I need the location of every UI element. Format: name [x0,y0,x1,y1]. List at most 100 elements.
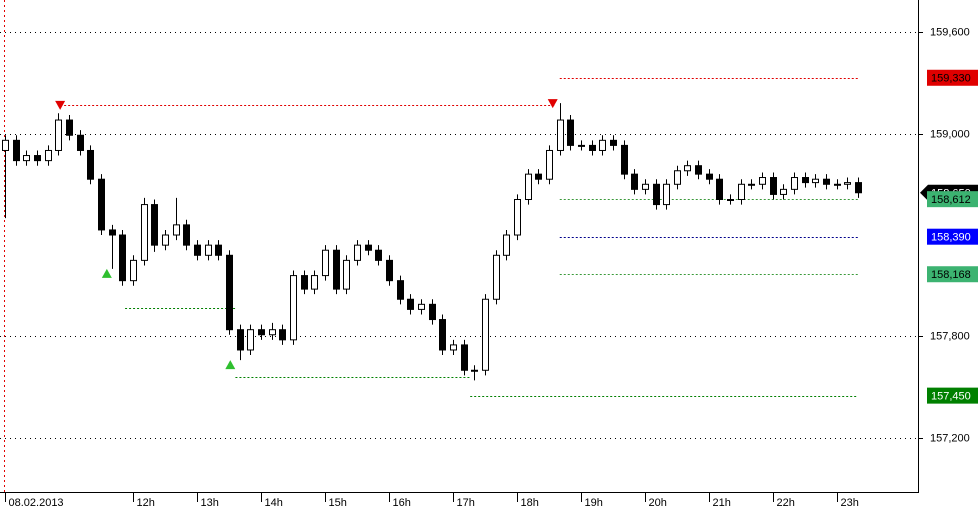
candle-body [578,144,585,147]
x-tick-label: 18h [521,497,539,509]
candle-body [98,178,105,231]
candle-body [205,244,212,256]
candle-body [439,319,446,351]
candle-body [514,199,521,236]
candle-body [738,183,745,201]
signal-arrow [55,100,66,110]
y-tick-label: 157,800 [930,330,970,342]
candle-body [546,149,553,180]
candle-body [311,275,318,290]
candle-body [77,134,84,151]
candle-body [695,165,702,175]
candle-body [354,244,361,261]
candle-body [119,234,126,282]
candle-body [450,344,457,351]
candle-body [716,178,723,201]
candle-body [791,177,798,190]
candle-body [493,254,500,300]
candle-body [55,119,62,151]
candle-body [855,182,862,194]
price-label: 159,330 [931,73,971,85]
candle-body [663,183,670,206]
candle-body [141,204,148,261]
candle-body [183,224,190,246]
candle-body [503,234,510,256]
signal-arrow [225,360,236,370]
price-label-box [927,69,978,86]
candle-body [2,139,9,151]
x-tick-label: 12h [137,497,155,509]
candle-body [631,173,638,190]
candle-body [589,144,596,151]
candle-body [290,275,297,341]
candle-body [727,199,734,202]
candle-body [66,119,73,136]
candle-body [461,344,468,371]
candle-body [173,224,180,236]
candle-body [87,149,94,180]
price-label-box [927,228,978,245]
candle-body [23,155,30,162]
candle-body [621,144,628,175]
candle-body [748,183,755,186]
price-label: 158,390 [931,232,971,244]
candle-body [834,183,841,186]
candle-body [429,303,436,321]
y-tick-label: 159,600 [930,26,970,38]
candle-body [258,329,265,336]
x-tick-label: 14h [265,497,283,509]
candle-body [418,303,425,310]
candle-body [844,182,851,185]
signal-arrow [547,99,558,109]
candle-body [706,173,713,180]
candle-body [237,329,244,351]
x-tick-label: 08.02.2013 [9,497,64,509]
y-tick-label: 159,000 [930,128,970,140]
candle-body [130,259,137,282]
x-tick-label: 19h [585,497,603,509]
candle-body [279,329,286,341]
candle-body [397,280,404,300]
candle-body [610,139,617,146]
candle-body [770,177,777,195]
price-label-box [927,266,978,283]
candle-body [535,173,542,180]
candle-body [599,139,606,151]
candle-body [375,249,382,261]
x-tick-label: 20h [649,497,667,509]
candle-body [247,329,254,351]
price-label-box [927,387,978,404]
candle-body [13,139,20,162]
candle-body [226,254,233,331]
candle-body [557,119,564,151]
candle-body [407,298,414,310]
candle-body [343,259,350,290]
candle-body [759,177,766,185]
price-label: 157,450 [931,391,971,403]
x-tick-label: 21h [713,497,731,509]
candle-body [162,234,169,246]
candle-body [525,173,532,201]
candle-body [109,229,116,236]
x-tick-label: 13h [201,497,219,509]
candle-body [567,119,574,146]
x-tick-label: 23h [841,497,859,509]
x-tick-label: 22h [777,497,795,509]
candle-body [365,244,372,251]
signal-arrow [101,268,112,278]
candle-body [674,170,681,185]
candle-body [215,244,222,256]
candle-body [151,204,158,246]
candle-body [823,178,830,185]
candle-body [45,149,52,162]
candle-body [301,275,308,290]
candle-body [269,329,276,336]
candle-body [333,249,340,290]
candle-body [386,259,393,282]
candle-body [653,183,660,206]
price-label: 158,612 [931,194,971,206]
candle-body [194,244,201,256]
candle-body [812,178,819,184]
